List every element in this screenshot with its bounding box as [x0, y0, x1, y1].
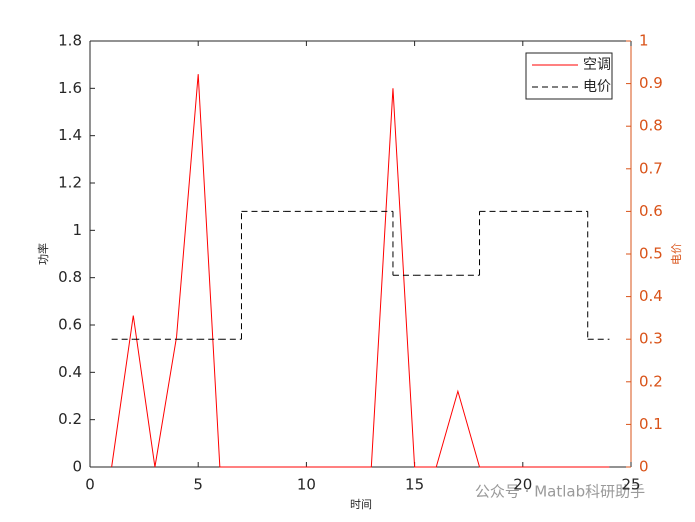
y-tick-label: 0.8 — [58, 268, 82, 286]
y2-tick-label: 1 — [639, 32, 649, 50]
y2-tick-label: 0.4 — [639, 287, 663, 305]
y-tick-label: 0.6 — [58, 316, 82, 334]
x-tick-label: 20 — [513, 476, 532, 494]
y2-axis-label: 电价 — [670, 243, 683, 265]
y2-tick-label: 0.8 — [639, 117, 663, 135]
watermark: 公众号 · Matlab科研助手 — [475, 483, 645, 501]
y-tick-label: 1.8 — [58, 32, 82, 50]
y-tick-label: 1.6 — [58, 79, 82, 97]
x-tick-label: 10 — [297, 476, 316, 494]
power-line — [111, 74, 610, 468]
x-tick-label: 25 — [621, 476, 640, 494]
x-tick-label: 15 — [405, 476, 424, 494]
y-tick-label: 1.4 — [58, 126, 82, 144]
y-tick-label: 1 — [72, 221, 82, 239]
y2-tick-label: 0.7 — [639, 159, 663, 177]
y2-tick-label: 0.3 — [639, 330, 663, 348]
y-tick-label: 0.4 — [58, 363, 82, 381]
y2-tick-label: 0.6 — [639, 202, 663, 220]
legend-box — [525, 52, 613, 100]
y-tick-label: 0.2 — [58, 410, 82, 428]
y-tick-label: 1.2 — [58, 174, 82, 192]
y2-tick-label: 0.1 — [639, 415, 663, 433]
x-tick-label: 5 — [193, 476, 203, 494]
legend-label: 电价 — [583, 79, 611, 95]
y2-tick-label: 0 — [639, 458, 649, 476]
x-axis-label: 时间 — [350, 498, 372, 511]
y2-tick-label: 0.9 — [639, 74, 663, 92]
y2-tick-label: 0.2 — [639, 372, 663, 390]
y2-tick-label: 0.5 — [639, 245, 663, 263]
y-tick-label: 0 — [72, 458, 82, 476]
legend-label: 空调 — [583, 57, 611, 73]
y-axis-label: 功率 — [36, 243, 50, 265]
x-tick-label: 0 — [85, 476, 95, 494]
